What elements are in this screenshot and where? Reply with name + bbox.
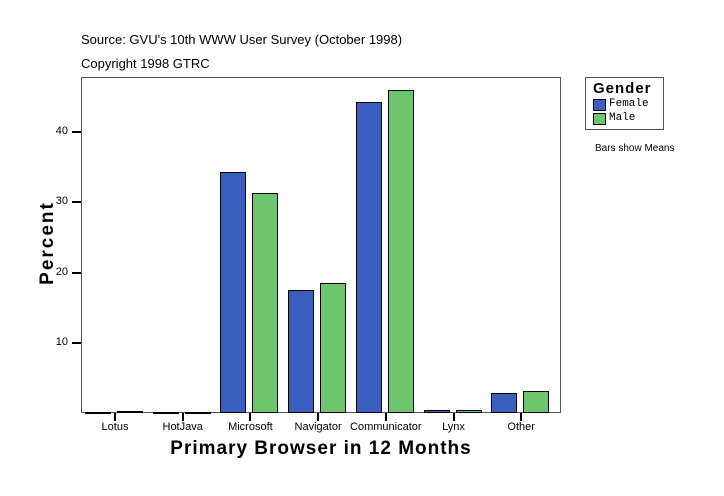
bar-female-microsoft	[220, 172, 247, 413]
bar-female-lynx	[423, 410, 450, 413]
y-tick	[72, 201, 81, 204]
x-tick	[317, 413, 320, 421]
y-tick	[72, 131, 81, 134]
y-axis-title: Percent	[37, 201, 58, 285]
legend: Gender Female Male	[585, 77, 664, 130]
bar-female-communicator	[355, 102, 382, 413]
legend-title: Gender	[593, 80, 652, 97]
bar-female-lotus	[85, 411, 111, 414]
y-tick-label: 40	[55, 125, 68, 138]
x-tick-label: Other	[507, 421, 535, 433]
bar-male-hotjava	[184, 411, 211, 414]
x-tick	[114, 413, 116, 421]
y-tick-label: 20	[55, 265, 68, 278]
x-tick	[520, 413, 523, 421]
legend-swatch-female	[593, 99, 606, 111]
bar-male-navigator	[320, 283, 347, 413]
legend-swatch-male	[593, 113, 606, 125]
y-tick-label: 30	[55, 195, 68, 208]
x-tick-label: Microsoft	[228, 421, 273, 433]
y-tick	[72, 341, 81, 344]
x-axis-title: Primary Browser in 12 Months	[170, 438, 472, 459]
bar-female-navigator	[288, 290, 315, 413]
x-tick-label: Lynx	[442, 421, 465, 433]
source-text: Source: GVU's 10th WWW User Survey (Octo…	[81, 32, 403, 47]
x-tick-label: Communicator	[350, 421, 422, 433]
legend-label-female: Female	[609, 98, 649, 110]
bar-male-lotus	[117, 410, 143, 413]
bar-male-microsoft	[252, 193, 279, 413]
x-tick	[452, 413, 455, 421]
x-tick	[384, 413, 387, 421]
bar-female-other	[491, 392, 518, 413]
copyright-text: Copyright 1998 GTRC	[81, 56, 210, 71]
x-tick-label: HotJava	[162, 421, 203, 433]
bar-male-lynx	[455, 410, 482, 413]
y-tick-label: 10	[55, 335, 68, 348]
x-tick-label: Lotus	[101, 421, 129, 433]
x-tick	[181, 413, 184, 421]
y-tick	[72, 271, 81, 274]
bar-male-other	[523, 391, 550, 413]
bar-male-communicator	[387, 90, 414, 413]
x-tick-label: Navigator	[294, 421, 342, 433]
x-tick	[249, 413, 252, 421]
bars-show-means-note: Bars show Means	[595, 143, 675, 154]
legend-label-male: Male	[609, 112, 636, 124]
bar-female-hotjava	[152, 411, 179, 414]
